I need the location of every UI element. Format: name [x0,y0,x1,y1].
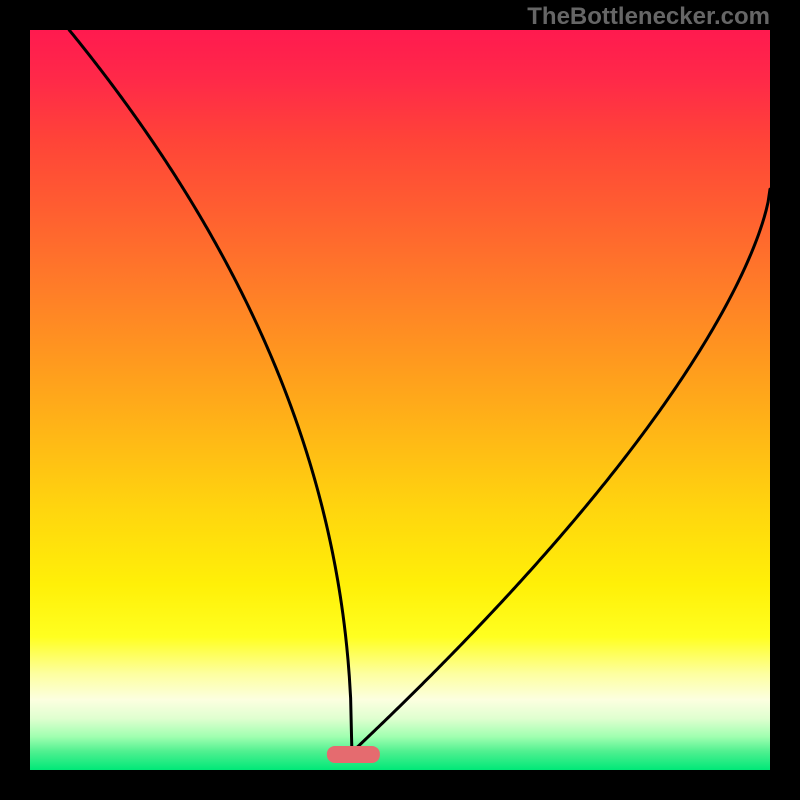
chart-svg [0,0,800,800]
plot-gradient [30,30,770,770]
watermark-text: TheBottlenecker.com [527,3,770,31]
dip-marker [327,746,380,763]
chart-frame: TheBottlenecker.com [0,0,800,800]
